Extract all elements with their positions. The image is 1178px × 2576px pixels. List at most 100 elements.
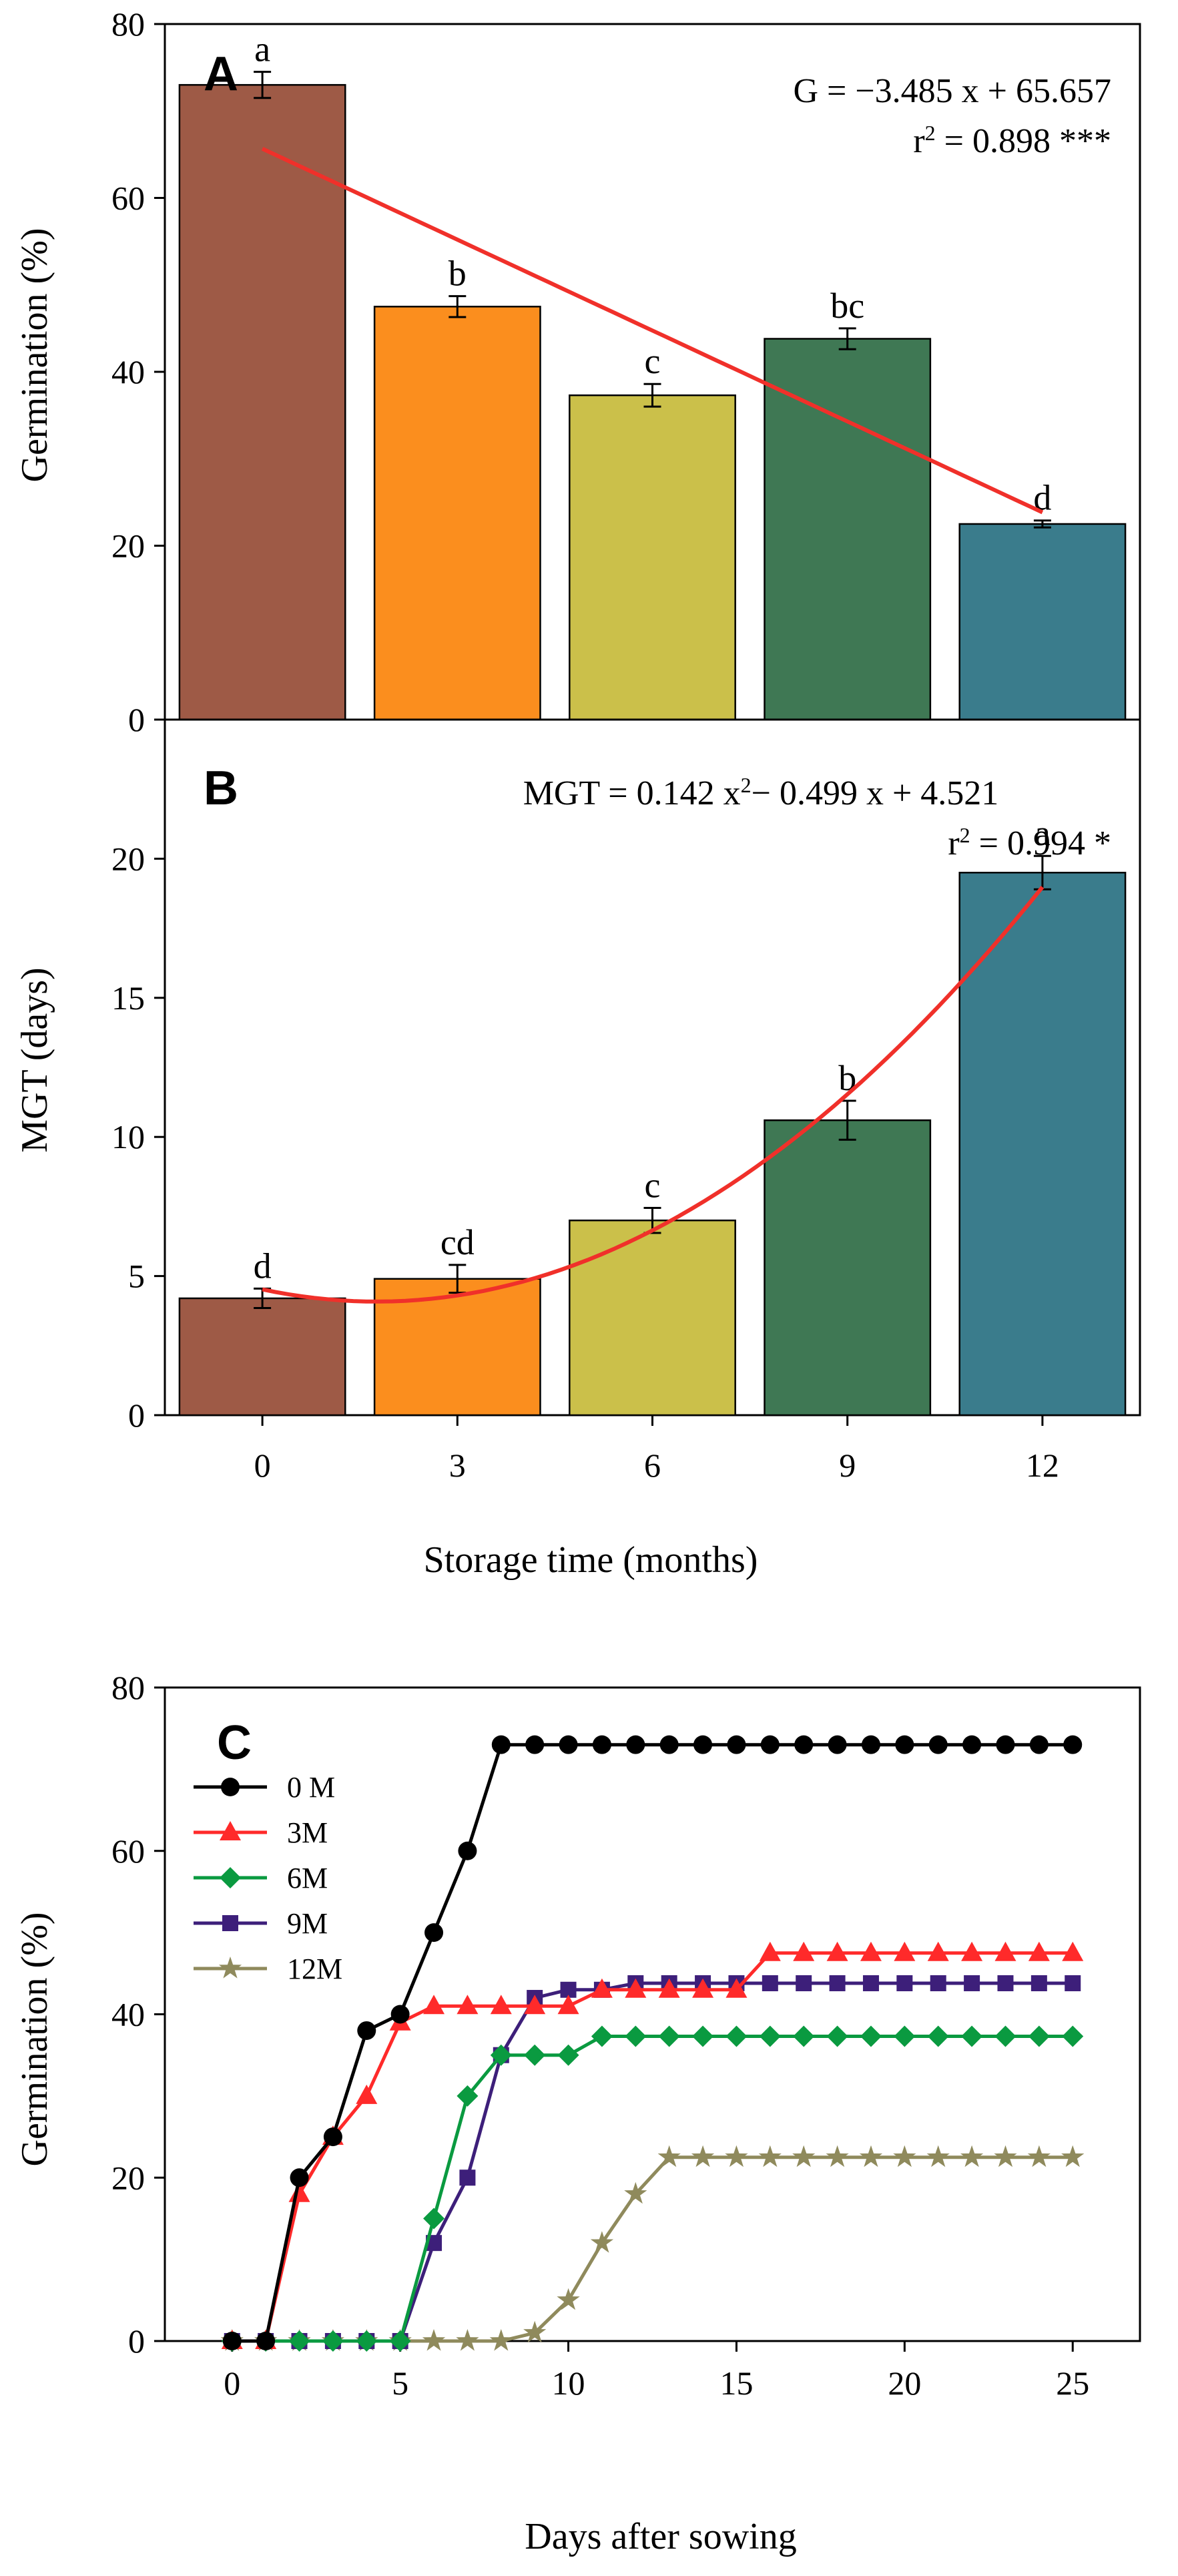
panel-b-r2: r2 = 0.994 * [948,823,1111,862]
significance-letter: bc [830,286,864,326]
legend-item: 12M [194,1953,342,1985]
x-tick-label: 9 [839,1447,856,1484]
y-tick-label: 15 [111,979,145,1017]
bar [764,1119,932,1416]
data-point [559,1735,578,1754]
x-tick-label: 0 [224,2364,240,2402]
data-point [762,1975,778,1991]
x-tick-label: 3 [449,1447,466,1484]
panel-b-x-axis-label: Storage time (months) [424,1539,758,1581]
panel-a-y-ticks: 0 20 40 60 80 [111,5,165,738]
data-point [996,1735,1015,1754]
data-point [794,1735,814,1754]
x-tick-label: 10 [552,2364,585,2402]
panel-b-y-axis-label: MGT (days) [14,967,55,1152]
x-tick-label: 0 [254,1447,271,1484]
data-point [1062,1941,1084,1961]
data-point [523,2320,547,2343]
panel-c-x-axis-label: Days after sowing [525,2516,796,2557]
y-tick-label: 60 [111,180,145,217]
legend-item: 3M [194,1816,328,1849]
data-point [323,2127,342,2147]
panel-a-error-bars [254,71,1051,529]
data-point [288,2330,310,2352]
significance-letter: c [645,1165,661,1205]
data-point [793,2025,815,2047]
significance-letter: cd [440,1222,475,1262]
data-point [860,2025,882,2047]
panel-a-regression-line [261,147,1044,515]
data-point [861,1735,880,1754]
data-point [424,1923,444,1943]
x-tick-label: 6 [644,1447,661,1484]
data-point [1061,2145,1085,2167]
data-point [793,1941,815,1961]
data-point [960,2145,984,2167]
data-point [390,2005,410,2024]
data-point [490,1995,512,2015]
data-point [961,2025,983,2047]
data-point [1063,1735,1083,1754]
series-line [232,1743,1073,2343]
data-point [760,1735,780,1754]
bar [178,83,346,721]
x-tick-label: 20 [888,2364,921,2402]
y-tick-label: 40 [111,1996,145,2033]
data-point [826,2025,848,2047]
series-3m [221,1941,1084,2349]
panel-b-bars [178,871,1127,1416]
data-point [457,2085,479,2107]
data-point [626,1735,645,1754]
data-point [625,1978,647,1998]
series-line [232,2035,1073,2343]
data-point [491,1735,511,1754]
data-point [692,2025,714,2047]
panel-c-y-ticks: 0 20 40 60 80 [111,1669,165,2360]
significance-letter: a [254,29,270,69]
legend-marker [221,1778,240,1796]
bar [178,1297,346,1416]
series-0m [222,1735,1083,2350]
data-point [826,2145,849,2167]
data-point [692,1978,714,1998]
data-point [389,2330,411,2352]
y-tick-label: 40 [111,353,145,391]
series-6m [221,2025,1084,2352]
data-point [759,1941,781,1961]
data-point [423,1995,445,2015]
data-point [524,2044,546,2066]
panel-c-x-ticks: 0 5 10 15 20 25 [224,2341,1089,2402]
data-point [725,2145,748,2167]
data-point [994,1941,1016,1961]
data-point [994,2145,1017,2167]
y-tick-label: 20 [111,527,145,565]
bar [569,394,736,721]
significance-letter: d [254,1246,272,1286]
data-point [591,1978,613,1998]
panel-a-equation: G = −3.485 x + 65.657 [793,72,1111,110]
y-tick-label: 0 [128,701,145,738]
data-point [557,1995,579,2015]
y-tick-label: 5 [128,1258,145,1295]
data-point [859,2145,883,2167]
series-12m [220,2145,1085,2351]
y-tick-label: 0 [128,1396,145,1434]
legend-label: 12M [287,1953,342,1985]
data-point [727,1735,746,1754]
data-point [927,2025,949,2047]
data-point [930,1975,946,1991]
data-point [964,1975,980,1991]
data-point [357,2021,376,2040]
data-point [894,2025,916,2047]
panel-b-regression-curve [262,886,1045,1304]
data-point [524,1995,546,2015]
y-tick-label: 20 [111,2159,145,2196]
x-tick-label: 5 [392,2364,408,2402]
data-point [658,1978,680,1998]
data-point [489,2329,513,2351]
data-point [525,1735,545,1754]
panel-b-x-ticks: 0 3 6 9 12 [254,1415,1059,1484]
data-point [456,2329,479,2351]
